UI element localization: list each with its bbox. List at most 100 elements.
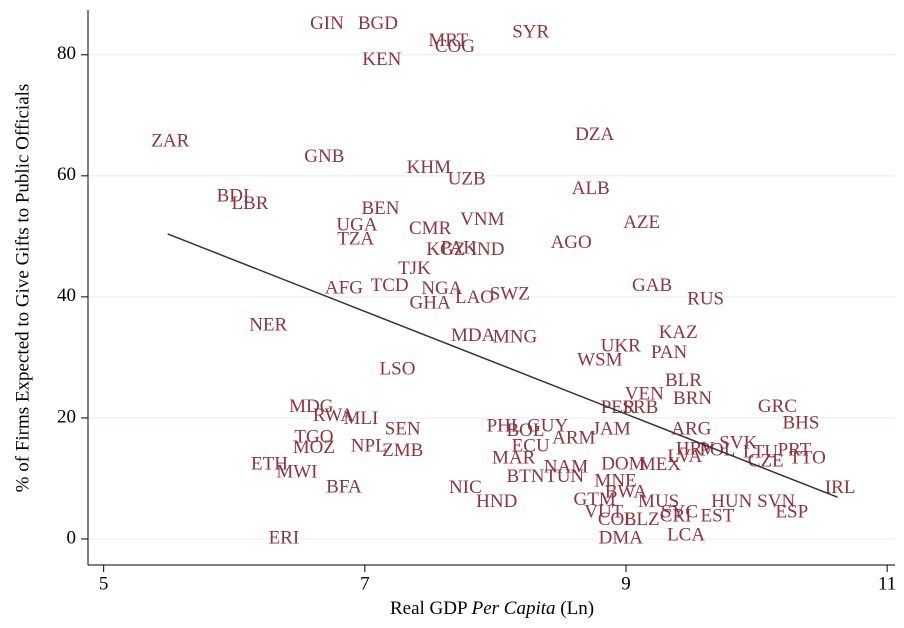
point-label: PHL [487,415,523,436]
point-label: AZE [623,212,660,233]
point-label: UGA [336,214,377,235]
point-label: TZA [337,228,374,249]
point-label: BLZ [624,509,660,530]
point-label: MUS [638,491,679,512]
point-label: PER [601,397,636,418]
point-label: UKR [601,335,641,356]
point-label: MWI [276,461,317,482]
point-label: GNB [304,146,344,167]
point-label: MNE [594,470,636,491]
y-tick-label: 0 [67,527,77,548]
point-label: BHS [782,412,819,433]
point-label: LTU [743,441,778,462]
point-label: CMR [409,218,452,239]
point-label: PRT [778,440,812,461]
point-label: TUN [545,466,584,487]
point-label: SVK [719,432,757,453]
point-label: HRV [676,438,715,459]
point-label: SVN [757,491,795,512]
point-label: MEX [639,454,682,475]
point-label: MLI [344,408,379,429]
x-tick-label: 5 [99,573,109,594]
point-label: IRL [825,477,856,498]
y-tick-label: 40 [57,285,76,306]
point-label: LBR [231,193,268,214]
point-label: BFA [326,476,362,497]
point-label: BOL [506,420,544,441]
point-label: VNM [460,209,504,230]
x-tick-label: 11 [878,573,896,594]
y-axis-label: % of Firms Expected to Give Gifts to Pub… [12,84,33,493]
point-label: MDA [451,325,496,346]
point-label: GIN [310,13,344,34]
point-label: MOZ [293,437,335,458]
point-label: ARM [552,427,595,448]
point-label: EST [701,506,735,527]
point-label: SYC [661,501,698,522]
point-label: SYR [512,21,549,42]
fit-line [167,233,838,498]
point-label: HUN [711,491,752,512]
point-label: VUT [584,501,623,522]
point-label: WSM [577,349,623,370]
point-label: MRT [428,30,468,51]
point-label: LCA [667,524,705,545]
point-label: HND [476,491,517,512]
point-label: AFG [325,277,363,298]
point-label: BEN [362,198,400,219]
point-label: JAM [593,418,631,439]
point-label: SEN [385,418,421,439]
point-label: BGD [358,13,398,34]
point-label: RUS [687,288,724,309]
point-label: ESP [775,501,808,522]
point-label: SRB [622,397,658,418]
point-label: LVA [667,446,702,467]
x-label-part: Per Capita [471,598,556,619]
point-label: NGA [421,278,462,299]
point-label: NAM [544,457,588,478]
x-label-part: Real GDP [390,598,467,619]
point-label: COG [435,36,475,57]
point-label: KGZ [426,239,465,260]
point-label: VEN [625,383,664,404]
point-label: COL [598,509,636,530]
point-label: BLR [665,370,702,391]
point-label: NPL [351,435,387,456]
point-label: NER [249,314,287,335]
point-label: ERI [269,527,300,548]
y-tick-label: 60 [57,164,76,185]
point-label: ZAR [151,130,189,151]
point-label: BTN [506,466,544,487]
point-label: CRI [660,506,692,527]
point-label: IND [471,239,505,260]
point-label: MAR [492,447,536,468]
x-axis-label: Real GDP Per Capita (Ln) [390,598,594,619]
point-label: KAZ [659,322,698,343]
point-label: ECU [512,435,550,456]
point-label: GUY [527,415,568,436]
point-label: BWA [605,481,648,502]
y-tick-label: 20 [57,406,76,427]
point-label: AGO [551,232,592,253]
point-label: SWZ [490,283,530,304]
point-label: DMA [599,527,644,548]
y-tick-label: 80 [57,43,76,64]
point-label: GRC [758,396,797,417]
point-label: PAN [651,342,688,363]
point-label: UZB [448,168,486,189]
point-label: DOM [601,453,645,474]
point-label: TGO [294,426,333,447]
point-label: KEN [362,49,401,70]
point-label: LAO [455,287,494,308]
point-label: BDI [217,185,250,206]
point-label: LSO [380,358,416,379]
point-label: PAK [441,237,478,258]
point-label: DZA [575,124,614,145]
point-label: RWA [313,405,354,426]
point-label: ETH [251,453,288,474]
point-label: TCD [371,275,409,296]
point-label: GHA [410,293,451,314]
point-label: MNG [493,326,538,347]
point-label: ARG [671,418,711,439]
